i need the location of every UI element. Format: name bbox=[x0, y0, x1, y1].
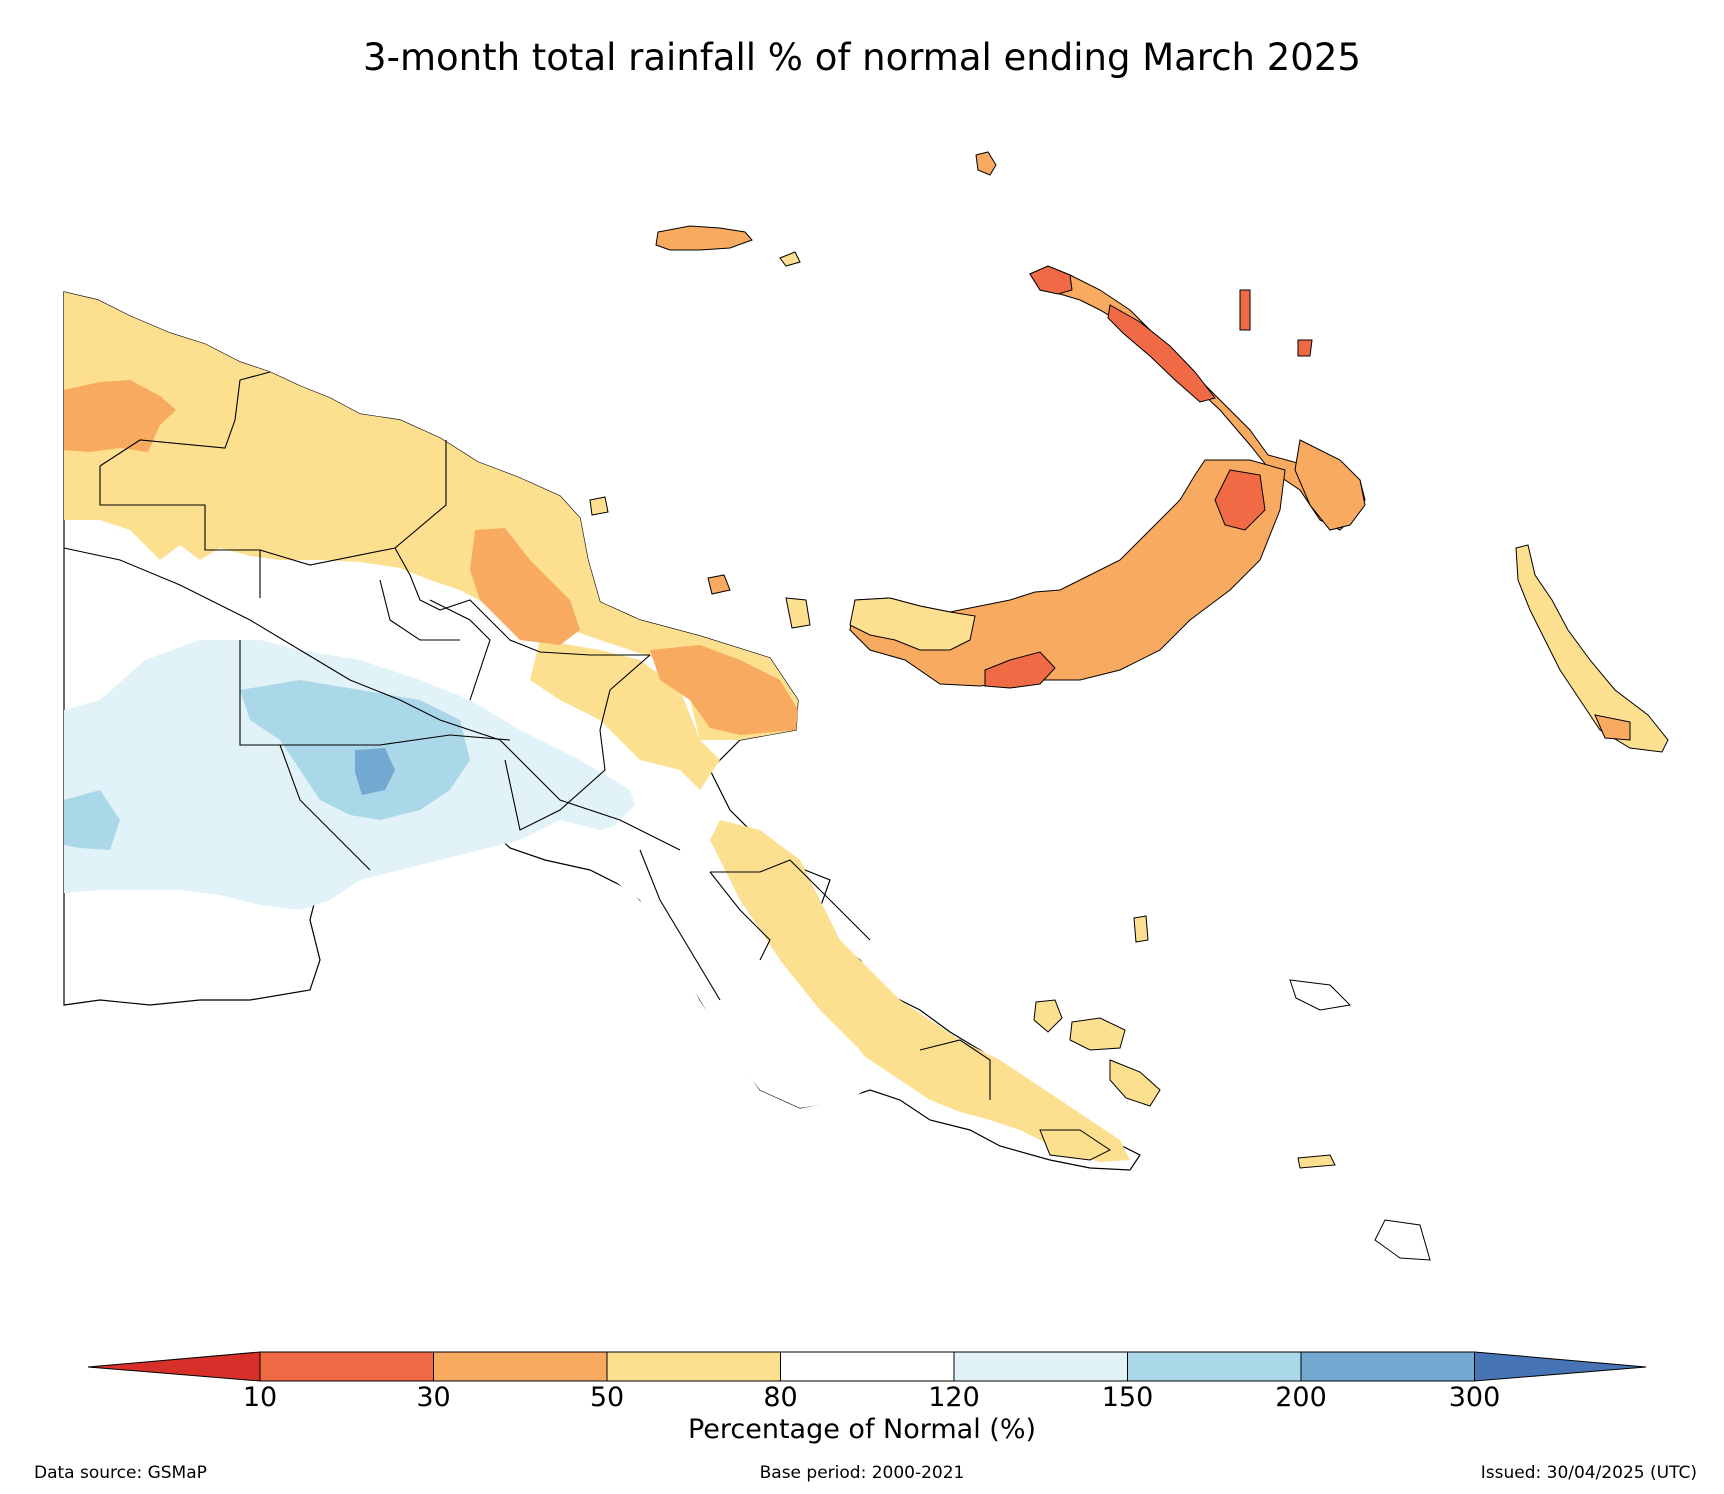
island-small-5 bbox=[1297, 339, 1313, 357]
island-new-ireland-south bbox=[1294, 439, 1366, 531]
zone-50-80-north bbox=[64, 292, 798, 740]
boundary-8 bbox=[710, 859, 871, 941]
boundary-12 bbox=[429, 599, 491, 701]
island-small-3 bbox=[785, 597, 811, 629]
boundary-11 bbox=[919, 1039, 991, 1100]
island-new-ireland-mid bbox=[1107, 304, 1216, 403]
colorbar-bin-80-120 bbox=[780, 1351, 955, 1382]
island-kiriwina bbox=[1133, 915, 1149, 943]
zone-50-80-highlands bbox=[530, 640, 720, 790]
island-bougainville-south bbox=[1594, 714, 1631, 741]
colorbar-bin-10-30 bbox=[259, 1351, 434, 1382]
island-small-1 bbox=[589, 496, 609, 516]
island-new-britain-west bbox=[849, 597, 976, 651]
boundary-7 bbox=[504, 654, 651, 831]
boundary-west-sepik bbox=[63, 547, 681, 851]
boundary-2 bbox=[99, 466, 261, 598]
boundary-5 bbox=[239, 640, 511, 746]
island-rossel bbox=[1374, 1219, 1431, 1261]
zone-200-300-core bbox=[355, 748, 395, 795]
colorbar-tick-50: 50 bbox=[589, 1382, 625, 1413]
colorbar-extend-high bbox=[1474, 1351, 1647, 1382]
island-manus-east bbox=[779, 251, 801, 267]
colorbar-label: Percentage of Normal (%) bbox=[687, 1414, 1037, 1445]
island-woodlark bbox=[1289, 979, 1352, 1011]
mainland-rainfall-zones bbox=[64, 292, 1130, 1162]
zone-30-50-madang bbox=[650, 645, 798, 735]
island-goodenough bbox=[1033, 999, 1063, 1033]
islands bbox=[589, 151, 1669, 1261]
boundary-9 bbox=[709, 871, 771, 961]
island-new-britain-core bbox=[1214, 469, 1266, 531]
colorbar-tick-30: 30 bbox=[416, 1382, 451, 1413]
island-misima bbox=[1297, 1154, 1336, 1169]
colorbar-bin-200-300 bbox=[1300, 1351, 1475, 1382]
province-boundaries bbox=[63, 371, 991, 1100]
colorbar bbox=[87, 1351, 1647, 1382]
colorbar-bin-30-50 bbox=[433, 1351, 608, 1382]
colorbar-tick-200: 200 bbox=[1275, 1382, 1327, 1413]
colorbar-bin-50-80 bbox=[606, 1351, 781, 1382]
island-fergusson bbox=[1069, 1017, 1126, 1051]
island-new-britain-southcoast bbox=[984, 651, 1056, 689]
colorbar-tick-150: 150 bbox=[1101, 1382, 1154, 1413]
colorbar-tick-300: 300 bbox=[1448, 1382, 1501, 1413]
island-mussau bbox=[975, 151, 997, 176]
island-small-4 bbox=[1239, 289, 1251, 331]
boundary-4 bbox=[394, 547, 650, 656]
boundary-10 bbox=[639, 849, 721, 1001]
zone-80-120-southcoast bbox=[580, 800, 880, 1108]
zone-30-50-sepik bbox=[470, 528, 580, 645]
colorbar-tick-80: 80 bbox=[763, 1382, 798, 1413]
boundary-6 bbox=[279, 744, 371, 871]
footer-data-source: Data source: GSMaP bbox=[34, 1463, 207, 1483]
zone-30-50-northwest bbox=[64, 380, 176, 452]
footer-base-period: Base period: 2000-2021 bbox=[759, 1463, 965, 1483]
island-normanby bbox=[1109, 1059, 1161, 1107]
colorbar-tick-10: 10 bbox=[242, 1382, 278, 1413]
boundary-1 bbox=[99, 371, 271, 467]
colorbar-bin-120-150 bbox=[953, 1351, 1128, 1382]
island-southeast-tip bbox=[1039, 1129, 1111, 1161]
zone-150-200-west bbox=[64, 790, 120, 850]
map-title: 3-month total rainfall % of normal endin… bbox=[363, 36, 1361, 79]
colorbar-tick-120: 120 bbox=[928, 1382, 980, 1413]
island-small-2 bbox=[707, 574, 731, 595]
boundary-13 bbox=[379, 579, 460, 641]
footer-issued-date: Issued: 30/04/2025 (UTC) bbox=[1480, 1463, 1697, 1483]
island-manus bbox=[655, 225, 753, 251]
zone-50-80-east bbox=[710, 820, 1130, 1162]
island-new-ireland-north bbox=[1029, 265, 1073, 295]
island-bougainville bbox=[1515, 544, 1669, 753]
colorbar-bin-150-200 bbox=[1127, 1351, 1302, 1382]
colorbar-extend-low bbox=[87, 1351, 261, 1382]
